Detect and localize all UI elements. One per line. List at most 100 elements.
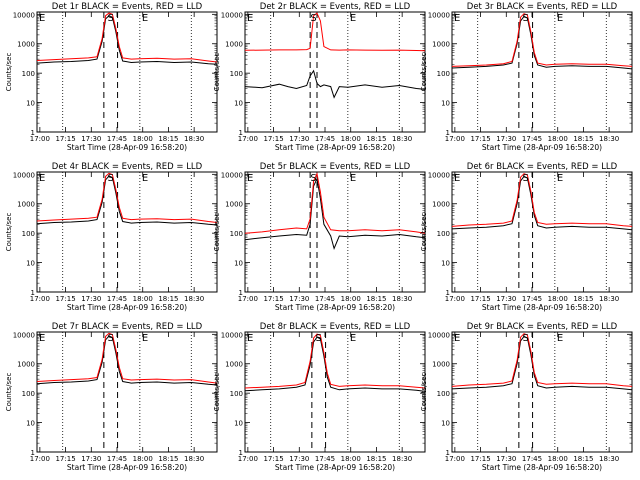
chart-panel: Det 1r BLACK = Events, RED = LLD 1 10 100 10…: [5, 2, 218, 152]
y-tick-label: 1000: [17, 201, 35, 209]
y-tick-label: 10: [441, 420, 450, 428]
chart-title: Det 1r BLACK = Events, RED = LLD: [52, 2, 203, 12]
chart-panel: Det 2r BLACK = Events, RED = LLD 1 10 100 10…: [213, 2, 426, 152]
marker-end-label: E: [350, 333, 356, 344]
y-tick-label: 10: [234, 260, 243, 268]
series-line-events: [451, 175, 633, 231]
marker-start-label: E: [247, 13, 253, 24]
x-tick-label: 18:30: [184, 135, 204, 143]
x-tick-label: 18:15: [573, 455, 593, 463]
y-tick-label: 1000: [17, 41, 35, 49]
y-axis-label: Counts/sec: [420, 213, 428, 252]
series-line-events: [36, 175, 218, 226]
y-tick-label: 1000: [432, 201, 450, 209]
x-tick-label: 18:15: [158, 135, 178, 143]
chart-panel: Det 8r BLACK = Events, RED = LLD 1 10 100 10…: [213, 322, 426, 472]
plot-frame: [36, 331, 218, 453]
y-axis-label: Counts/sec: [5, 213, 13, 252]
x-tick-label: 17:45: [315, 135, 335, 143]
chart-title: Det 4r BLACK = Events, RED = LLD: [52, 162, 203, 172]
marker-end-label: E: [350, 13, 356, 24]
y-tick-label: 1: [239, 289, 243, 297]
y-axis-label: Counts/sec: [420, 53, 428, 92]
series-line-lld: [244, 172, 426, 234]
x-tick-label: 18:15: [573, 295, 593, 303]
y-tick-label: 10: [26, 260, 35, 268]
plot-frame: [244, 331, 426, 453]
x-tick-label: 17:00: [30, 295, 50, 303]
x-tick-label: 17:45: [522, 295, 542, 303]
x-tick-label: 17:45: [107, 295, 127, 303]
x-tick-label: 18:00: [133, 295, 153, 303]
x-axis-label: Start Time (28-Apr-09 16:58:20): [482, 143, 602, 152]
y-tick-label: 1000: [225, 201, 243, 209]
x-tick-label: 17:00: [445, 455, 465, 463]
marker-start-label: E: [247, 333, 253, 344]
marker-peak-label: S: [523, 173, 529, 184]
x-tick-label: 17:15: [55, 455, 75, 463]
y-tick-label: 10000: [13, 11, 35, 19]
x-axis-label: Start Time (28-Apr-09 16:58:20): [67, 463, 187, 472]
series-line-lld: [36, 332, 218, 384]
y-tick-label: 100: [22, 70, 35, 78]
y-tick-label: 10000: [13, 331, 35, 339]
x-tick-label: 18:00: [341, 295, 361, 303]
marker-peak-label: S: [108, 13, 114, 24]
x-tick-label: 17:45: [522, 455, 542, 463]
y-tick-label: 10: [26, 420, 35, 428]
chart-panel: Det 4r BLACK = Events, RED = LLD 1 10 100 10…: [5, 162, 218, 312]
x-axis-label: Start Time (28-Apr-09 16:58:20): [482, 303, 602, 312]
x-tick-label: 18:15: [573, 135, 593, 143]
x-tick-label: 18:00: [133, 455, 153, 463]
series-line-events: [244, 69, 426, 99]
y-tick-label: 1000: [17, 361, 35, 369]
series-line-lld: [36, 172, 218, 223]
y-tick-label: 100: [437, 230, 450, 238]
plot-frame: [451, 11, 633, 133]
x-tick-label: 18:00: [133, 135, 153, 143]
x-tick-label: 17:00: [238, 135, 258, 143]
marker-start-label: E: [247, 173, 253, 184]
y-tick-label: 1: [31, 449, 35, 457]
y-tick-label: 10: [441, 260, 450, 268]
y-tick-label: 10000: [13, 171, 35, 179]
x-tick-label: 18:30: [184, 455, 204, 463]
x-tick-label: 18:30: [599, 455, 619, 463]
x-tick-label: 18:30: [599, 135, 619, 143]
y-tick-label: 10: [234, 420, 243, 428]
plot-frame: [451, 171, 633, 293]
x-tick-label: 18:30: [599, 295, 619, 303]
x-tick-label: 17:00: [30, 455, 50, 463]
y-tick-label: 1000: [225, 41, 243, 49]
y-tick-label: 100: [22, 230, 35, 238]
marker-peak-label: S: [108, 333, 114, 344]
x-tick-label: 17:00: [30, 135, 50, 143]
series-line-lld: [36, 12, 218, 63]
marker-start-label: E: [39, 13, 45, 24]
y-tick-label: 10000: [428, 331, 450, 339]
chart-title: Det 2r BLACK = Events, RED = LLD: [260, 2, 411, 12]
y-axis-label: Counts/sec: [213, 53, 221, 92]
y-tick-label: 10: [234, 100, 243, 108]
chart-title: Det 9r BLACK = Events, RED = LLD: [467, 322, 618, 332]
y-tick-label: 100: [230, 230, 243, 238]
marker-peak-label: S: [316, 333, 322, 344]
plot-frame: [36, 11, 218, 133]
y-tick-label: 1: [446, 289, 450, 297]
y-tick-label: 10000: [221, 11, 243, 19]
marker-peak-label: S: [108, 173, 114, 184]
chart-panel: Det 7r BLACK = Events, RED = LLD 1 10 100 10…: [5, 322, 218, 472]
x-axis-label: Start Time (28-Apr-09 16:58:20): [275, 303, 395, 312]
x-axis-label: Start Time (28-Apr-09 16:58:20): [67, 303, 187, 312]
marker-start-label: E: [454, 333, 460, 344]
x-tick-label: 17:30: [81, 295, 101, 303]
y-tick-label: 10000: [221, 331, 243, 339]
marker-peak-label: S: [310, 13, 316, 24]
x-tick-label: 17:30: [496, 455, 516, 463]
x-tick-label: 18:00: [548, 455, 568, 463]
x-tick-label: 17:30: [81, 455, 101, 463]
plot-frame: [36, 171, 218, 293]
x-tick-label: 18:00: [548, 295, 568, 303]
y-axis-label: Counts/sec: [5, 53, 13, 92]
